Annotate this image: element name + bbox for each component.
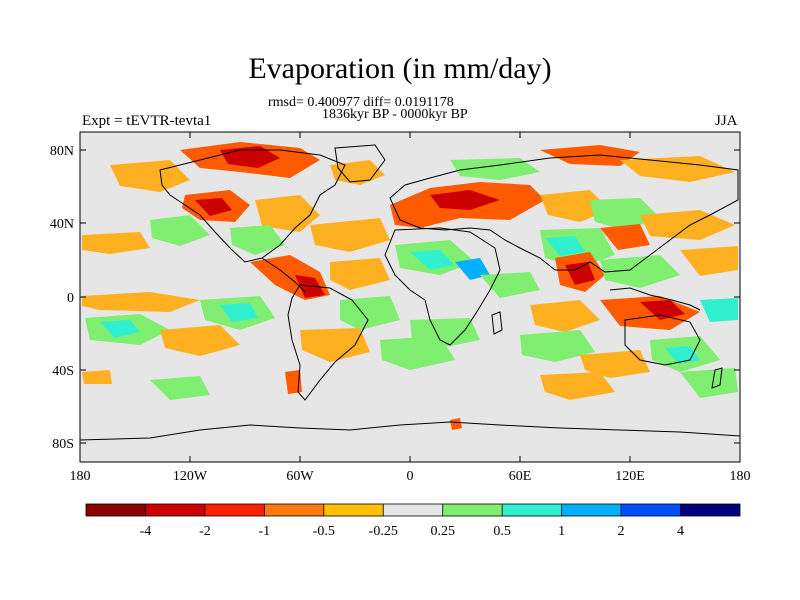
anomaly-patch xyxy=(450,158,540,180)
anomaly-patch xyxy=(150,215,210,246)
colorbar-swatch xyxy=(502,504,562,516)
colorbar-outline xyxy=(85,503,741,517)
anomaly-patch xyxy=(530,300,600,332)
colorbar-label: 4 xyxy=(677,524,684,539)
colorbar-swatch xyxy=(86,504,146,516)
lat-label: 40N xyxy=(50,217,74,232)
antarctica-coastline xyxy=(79,421,741,441)
anomaly-patch xyxy=(220,303,258,322)
anomaly-patch xyxy=(600,224,650,250)
colorbar-label: 2 xyxy=(618,524,625,539)
colorbar-label: -4 xyxy=(140,524,152,539)
anomaly-patch xyxy=(545,236,585,256)
anomaly-patch xyxy=(230,225,285,255)
anomaly-patch xyxy=(680,368,738,398)
lon-label: 60E xyxy=(509,469,532,484)
anomaly-patch xyxy=(455,258,490,280)
madagascar-coastline xyxy=(491,311,503,335)
lat-label: 80N xyxy=(50,144,74,159)
lat-label: 80S xyxy=(52,437,74,452)
anomaly-patch xyxy=(410,250,455,270)
lat-label: 0 xyxy=(67,291,74,306)
anomaly-patch xyxy=(620,156,735,182)
map-title: Evaporation (in mm/day) xyxy=(248,52,552,85)
anomaly-patch xyxy=(380,336,455,370)
colorbar-swatch xyxy=(561,504,622,516)
new-zealand-coastline xyxy=(711,367,723,389)
anomaly-patch xyxy=(310,218,390,252)
anomaly-patch xyxy=(520,330,595,362)
colorbar-label: -1 xyxy=(259,524,271,539)
greenland-coastline xyxy=(334,144,386,183)
stats-text: rmsd= 0.400977 diff= 0.0191178 xyxy=(268,95,454,110)
colorbar-label: -0.5 xyxy=(313,524,335,539)
experiment-label: Expt = tEVTR-tevta1 xyxy=(82,113,212,129)
map-panel: 80N 40N 0 40S 80S 180 120W 60W 0 60E 120… xyxy=(50,131,751,484)
anomaly-patch xyxy=(430,190,500,210)
anomaly-patch xyxy=(540,372,615,400)
anomaly-patch xyxy=(285,370,302,394)
colorbar-swatch xyxy=(204,504,265,516)
anomaly-patch xyxy=(150,376,210,400)
anomaly-patch xyxy=(700,298,738,322)
eurasia-coastline xyxy=(389,154,739,273)
colorbar-label: -0.25 xyxy=(369,524,398,539)
colorbar-label: 0.5 xyxy=(493,524,511,539)
lat-label: 40S xyxy=(52,364,74,379)
colorbar-swatch xyxy=(264,504,324,516)
coastlines xyxy=(79,144,741,441)
anomaly-patch xyxy=(680,246,738,276)
anomaly-patch xyxy=(540,190,610,222)
anomaly-patch xyxy=(82,370,112,384)
colorbar-swatch xyxy=(383,504,443,516)
anomaly-patch xyxy=(255,195,320,232)
colorbar-swatch xyxy=(621,504,681,516)
anomaly-patch xyxy=(450,418,462,430)
north-america-coastline xyxy=(159,149,346,263)
anomaly-patch xyxy=(100,320,140,338)
lon-label: 0 xyxy=(407,469,414,484)
maritime-continent-coastline xyxy=(609,287,701,311)
colorbar-label: -2 xyxy=(199,524,211,539)
anomaly-patch xyxy=(300,328,370,362)
map-background xyxy=(80,132,740,462)
lon-label: 120W xyxy=(173,469,208,484)
anomaly-patch xyxy=(590,198,660,230)
anomaly-patch xyxy=(565,262,595,285)
anomaly-patch xyxy=(82,292,200,312)
lon-label: 180 xyxy=(730,469,751,484)
anomaly-patch xyxy=(640,300,685,320)
lon-label: 60W xyxy=(286,469,314,484)
anomaly-patch xyxy=(195,198,232,216)
lon-label: 180 xyxy=(70,469,91,484)
anomaly-patch xyxy=(330,258,390,290)
anomaly-patch xyxy=(600,255,680,288)
period-text: 1836kyr BP - 0000kyr BP xyxy=(322,107,468,122)
season-label: JJA xyxy=(715,113,738,129)
lon-label: 120E xyxy=(615,469,645,484)
lon-axis xyxy=(79,132,741,462)
colorbar-swatch xyxy=(680,504,740,516)
colorbar-swatch xyxy=(323,504,384,516)
anomaly-patch xyxy=(160,325,240,356)
anomaly-patch xyxy=(640,210,735,240)
colorbar-swatch xyxy=(145,504,205,516)
lat-axis xyxy=(80,149,740,444)
australia-coastline xyxy=(624,314,701,366)
anomaly-patch xyxy=(82,232,150,254)
africa-coastline xyxy=(384,227,501,346)
colorbar-label: 1 xyxy=(558,524,565,539)
colorbar-label: 0.25 xyxy=(430,524,455,539)
colorbar-swatch xyxy=(442,504,503,516)
anomaly-patch xyxy=(580,350,650,378)
anomaly-patch xyxy=(665,346,700,364)
south-america-coastline xyxy=(287,284,369,401)
anomaly-patch xyxy=(480,272,540,298)
colorbar: -4 -2 -1 -0.5 -0.25 0.25 0.5 1 2 4 xyxy=(85,503,741,539)
central-america-coastline xyxy=(261,257,306,293)
